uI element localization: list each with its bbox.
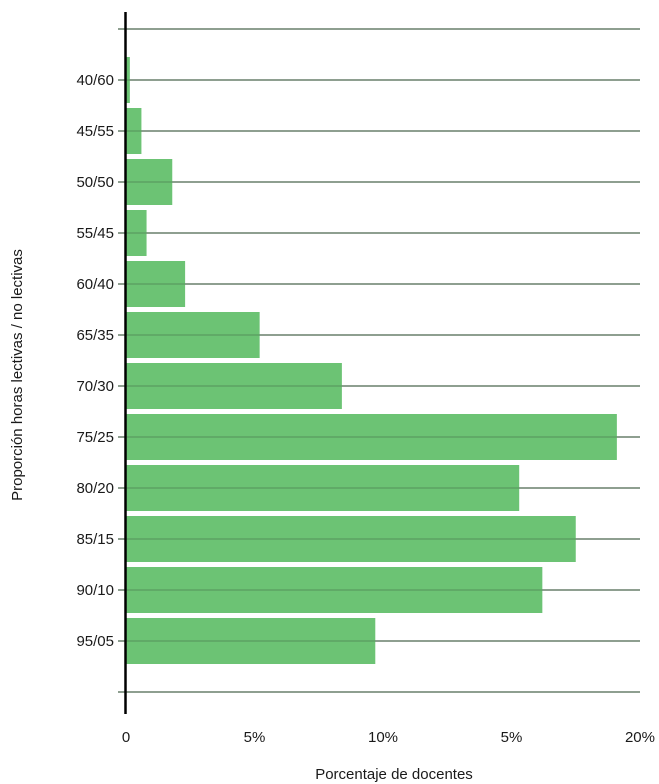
x-tick-label: 5% — [244, 729, 266, 746]
y-tick-label: 70/30 — [76, 378, 114, 395]
y-tick-label: 75/25 — [76, 429, 114, 446]
y-tick-label: 90/10 — [76, 582, 114, 599]
y-axis-title: Proporción horas lectivas / no lectivas — [9, 249, 26, 501]
x-tick-label: 5% — [501, 729, 523, 746]
y-tick-label: 85/15 — [76, 531, 114, 548]
bar-75-25 — [126, 414, 617, 460]
bar-65-35 — [126, 312, 260, 358]
y-tick-label: 40/60 — [76, 72, 114, 89]
y-tick-label: 60/40 — [76, 276, 114, 293]
y-tick-label: 55/45 — [76, 225, 114, 242]
y-tick-label: 95/05 — [76, 633, 114, 650]
y-tick-labels: 40/60 45/55 50/50 55/45 60/40 65/35 70/30 75/25… — [76, 72, 114, 650]
bars — [126, 57, 617, 664]
bar-95-05 — [126, 618, 376, 664]
y-tick-label: 65/35 — [76, 327, 114, 344]
x-tick-label: 10% — [368, 729, 398, 746]
bar-90-10 — [126, 567, 543, 613]
grid-lines-overlay — [118, 28, 640, 693]
x-axis-title: Porcentaje de docentes — [315, 766, 473, 783]
y-tick-label: 50/50 — [76, 174, 114, 191]
bar-60-40 — [126, 261, 186, 307]
x-tick-labels: 0 5% 10% 5% 20% — [122, 729, 655, 746]
bar-45-55 — [126, 108, 142, 154]
bar-55-45 — [126, 210, 147, 256]
y-tick-label: 80/20 — [76, 480, 114, 497]
x-tick-label: 0 — [122, 729, 130, 746]
x-tick-label: 20% — [625, 729, 655, 746]
bar-80-20 — [126, 465, 520, 511]
bar-40-60 — [126, 57, 130, 103]
y-tick-label: 45/55 — [76, 123, 114, 140]
bar-50-50 — [126, 159, 173, 205]
bar-85-15 — [126, 516, 576, 562]
bar-70-30 — [126, 363, 342, 409]
